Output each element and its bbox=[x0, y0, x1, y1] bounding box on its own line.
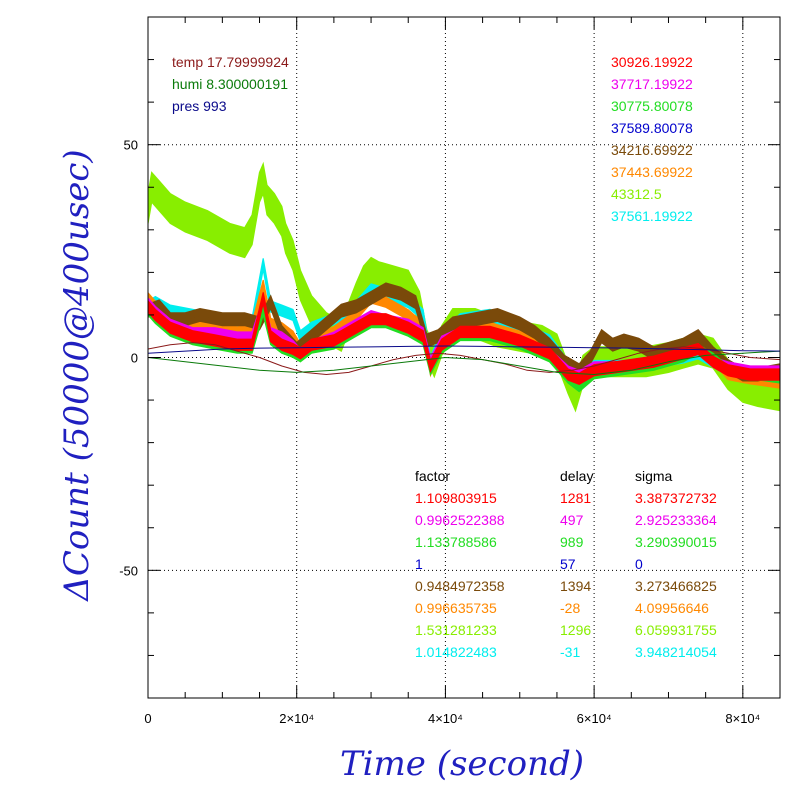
y-axis-title: ΔCount (50000@400usec) bbox=[57, 149, 97, 602]
stats-sigma: 3.387372732 bbox=[635, 490, 717, 506]
series-line-8 bbox=[148, 350, 780, 375]
stats-sigma: 3.273466825 bbox=[635, 578, 717, 594]
y-tick-label: -50 bbox=[119, 563, 138, 578]
stats-sigma: 3.948214054 bbox=[635, 644, 717, 660]
stats-delay: -31 bbox=[560, 644, 580, 660]
series-line-6 bbox=[148, 296, 780, 380]
x-tick-label: 0 bbox=[144, 711, 151, 726]
env-label: humi 8.300000191 bbox=[172, 76, 288, 92]
stats-delay: 497 bbox=[560, 512, 584, 528]
series-value-label: 37561.19922 bbox=[611, 208, 693, 224]
series-value-label: 30775.80078 bbox=[611, 98, 693, 114]
series-value-label: 37717.19922 bbox=[611, 76, 693, 92]
series-value-label: 43312.5 bbox=[611, 186, 662, 202]
stats-factor: 1.014822483 bbox=[415, 644, 497, 660]
stats-factor: 1.133788586 bbox=[415, 534, 497, 550]
annotations: temp 17.79999924 humi 8.300000191 pres 993… bbox=[172, 54, 717, 660]
stats-factor: 0.9484972358 bbox=[415, 578, 505, 594]
stats-delay: -28 bbox=[560, 600, 580, 616]
stats-header: delay bbox=[560, 468, 593, 484]
x-axis-title: Time (second) bbox=[340, 744, 584, 784]
x-tick-label: 6×10⁴ bbox=[577, 711, 612, 726]
tick-labels: 0 2×10⁴ 4×10⁴ 6×10⁴ 8×10⁴ 50 0 -50 bbox=[119, 138, 760, 726]
x-tick-label: 2×10⁴ bbox=[279, 711, 314, 726]
series-band-6 bbox=[148, 292, 780, 385]
stats-factor: 1.109803915 bbox=[415, 490, 497, 506]
series-line-7 bbox=[148, 342, 780, 375]
stats-factor: 0.996635735 bbox=[415, 600, 497, 616]
stats-header: factor bbox=[415, 468, 450, 484]
env-label: pres 993 bbox=[172, 98, 227, 114]
stats-sigma: 3.290390015 bbox=[635, 534, 717, 550]
series-line-9 bbox=[148, 345, 780, 354]
stats-header: sigma bbox=[635, 468, 673, 484]
series-value-label: 34216.69922 bbox=[611, 142, 693, 158]
stats-sigma: 6.059931755 bbox=[635, 622, 717, 638]
stats-factor: 1.531281233 bbox=[415, 622, 497, 638]
series-value-label: 30926.19922 bbox=[611, 54, 693, 70]
stats-factor: 1 bbox=[415, 556, 423, 572]
series-band-0 bbox=[148, 161, 780, 413]
stats-sigma: 4.09956646 bbox=[635, 600, 709, 616]
series-band-3 bbox=[148, 282, 780, 382]
series-layer bbox=[148, 161, 780, 413]
stats-delay: 1296 bbox=[560, 622, 591, 638]
x-tick-label: 4×10⁴ bbox=[428, 711, 463, 726]
stats-factor: 0.9962522388 bbox=[415, 512, 505, 528]
plot-frame bbox=[147, 16, 781, 699]
stats-delay: 1281 bbox=[560, 490, 591, 506]
series-value-label: 37443.69922 bbox=[611, 164, 693, 180]
y-tick-label: 50 bbox=[124, 138, 138, 153]
stats-delay: 57 bbox=[560, 556, 576, 572]
stats-sigma: 2.925233364 bbox=[635, 512, 717, 528]
y-tick-label: 0 bbox=[131, 351, 138, 366]
env-label: temp 17.79999924 bbox=[172, 54, 289, 70]
series-value-label: 37589.80078 bbox=[611, 120, 693, 136]
stats-delay: 989 bbox=[560, 534, 584, 550]
x-tick-label: 8×10⁴ bbox=[725, 711, 760, 726]
stats-sigma: 0 bbox=[635, 556, 643, 572]
stats-delay: 1394 bbox=[560, 578, 591, 594]
